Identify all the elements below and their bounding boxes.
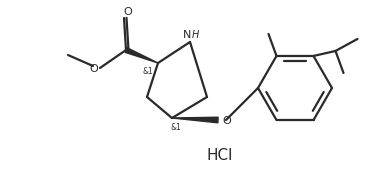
Text: H: H	[191, 30, 199, 40]
Text: HCl: HCl	[207, 148, 233, 162]
Text: O: O	[223, 116, 231, 126]
Text: &1: &1	[170, 122, 181, 131]
Polygon shape	[172, 117, 218, 123]
Text: &1: &1	[143, 67, 153, 76]
Text: O: O	[90, 64, 98, 74]
Text: O: O	[124, 7, 132, 17]
Text: N: N	[183, 30, 191, 40]
Polygon shape	[125, 48, 158, 63]
